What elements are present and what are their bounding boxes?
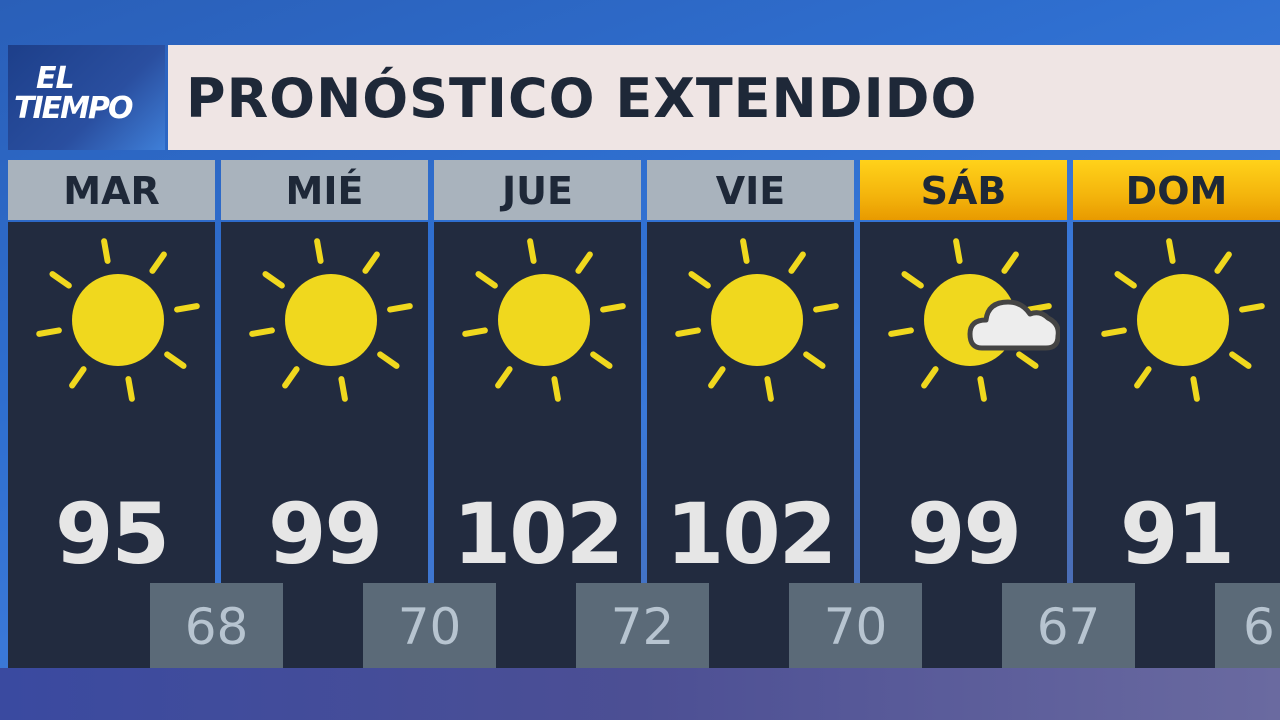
- sun-ray: [1229, 351, 1252, 369]
- sun-ray: [527, 238, 537, 264]
- sun-icon: [675, 238, 839, 402]
- partly-cloudy-icon: [888, 238, 1060, 402]
- sun-ray: [901, 271, 924, 289]
- day-label: MAR: [8, 160, 215, 220]
- sun-ray: [1134, 366, 1152, 389]
- low-temperature: 67: [1002, 583, 1135, 668]
- sun-ray: [740, 238, 750, 264]
- sun-icon: [249, 238, 413, 402]
- day-label: DOM: [1073, 160, 1280, 220]
- sun-ray: [462, 327, 488, 337]
- sun-ray: [551, 376, 561, 402]
- sun-ray: [953, 238, 963, 264]
- sun-ray: [921, 366, 939, 389]
- high-temperature: 91: [1120, 485, 1235, 583]
- sun-ray: [475, 271, 498, 289]
- sun-disc: [72, 274, 164, 366]
- sun-ray: [708, 366, 726, 389]
- sun-ray: [575, 251, 593, 274]
- sun-disc: [711, 274, 803, 366]
- low-temperature: 6: [1215, 583, 1280, 668]
- sun-ray: [387, 303, 413, 313]
- low-temperature: 70: [363, 583, 496, 668]
- day-label: VIE: [647, 160, 854, 220]
- sun-ray: [1026, 303, 1052, 313]
- sun-ray: [764, 376, 774, 402]
- sun-ray: [1001, 251, 1019, 274]
- sun-icon: [1101, 238, 1265, 402]
- sun-ray: [282, 366, 300, 389]
- sun-icon: [462, 238, 626, 402]
- sun-ray: [977, 376, 987, 402]
- sun-ray: [1101, 327, 1127, 337]
- day-label: SÁB: [860, 160, 1067, 220]
- el-tiempo-logo: EL TIEMPO: [8, 45, 165, 150]
- low-temperature: 68: [150, 583, 283, 668]
- sun-ray: [125, 376, 135, 402]
- sun-ray: [688, 271, 711, 289]
- day-label: JUE: [434, 160, 641, 220]
- high-temperature: 99: [268, 485, 383, 583]
- sun-ray: [262, 271, 285, 289]
- sun-ray: [362, 251, 380, 274]
- sun-ray: [600, 303, 626, 313]
- sun-ray: [788, 251, 806, 274]
- high-temperature: 99: [907, 485, 1022, 583]
- title-bar: PRONÓSTICO EXTENDIDO: [168, 45, 1280, 150]
- sun-ray: [803, 351, 826, 369]
- sun-ray: [590, 351, 613, 369]
- sun-ray: [1214, 251, 1232, 274]
- high-temperature: 102: [665, 485, 837, 583]
- sun-ray: [49, 271, 72, 289]
- sun-ray: [1190, 376, 1200, 402]
- sun-disc: [498, 274, 590, 366]
- low-temperature: 70: [789, 583, 922, 668]
- sun-ray: [69, 366, 87, 389]
- sun-ray: [1239, 303, 1265, 313]
- sun-ray: [675, 327, 701, 337]
- sun-icon: [36, 238, 200, 402]
- low-temperature: 72: [576, 583, 709, 668]
- sun-ray: [164, 351, 187, 369]
- sun-ray: [495, 366, 513, 389]
- sun-ray: [36, 327, 62, 337]
- sun-ray: [1114, 271, 1137, 289]
- sun-ray: [1166, 238, 1176, 264]
- sun-ray: [101, 238, 111, 264]
- high-temperature: 102: [452, 485, 624, 583]
- sun-ray: [1016, 351, 1039, 369]
- sun-ray: [888, 327, 914, 337]
- background-scene: [0, 668, 1280, 720]
- logo-line-1: EL: [36, 61, 75, 96]
- sun-disc: [1137, 274, 1229, 366]
- day-label: MIÉ: [221, 160, 428, 220]
- sun-ray: [149, 251, 167, 274]
- sun-ray: [338, 376, 348, 402]
- sun-ray: [314, 238, 324, 264]
- sun-ray: [377, 351, 400, 369]
- sun-ray: [249, 327, 275, 337]
- cloud-shape: [967, 299, 1060, 351]
- sun-disc: [285, 274, 377, 366]
- high-temperature: 95: [55, 485, 170, 583]
- sun-ray: [174, 303, 200, 313]
- logo-line-2: TIEMPO: [14, 91, 133, 126]
- page-title: PRONÓSTICO EXTENDIDO: [186, 67, 978, 130]
- sun-ray: [813, 303, 839, 313]
